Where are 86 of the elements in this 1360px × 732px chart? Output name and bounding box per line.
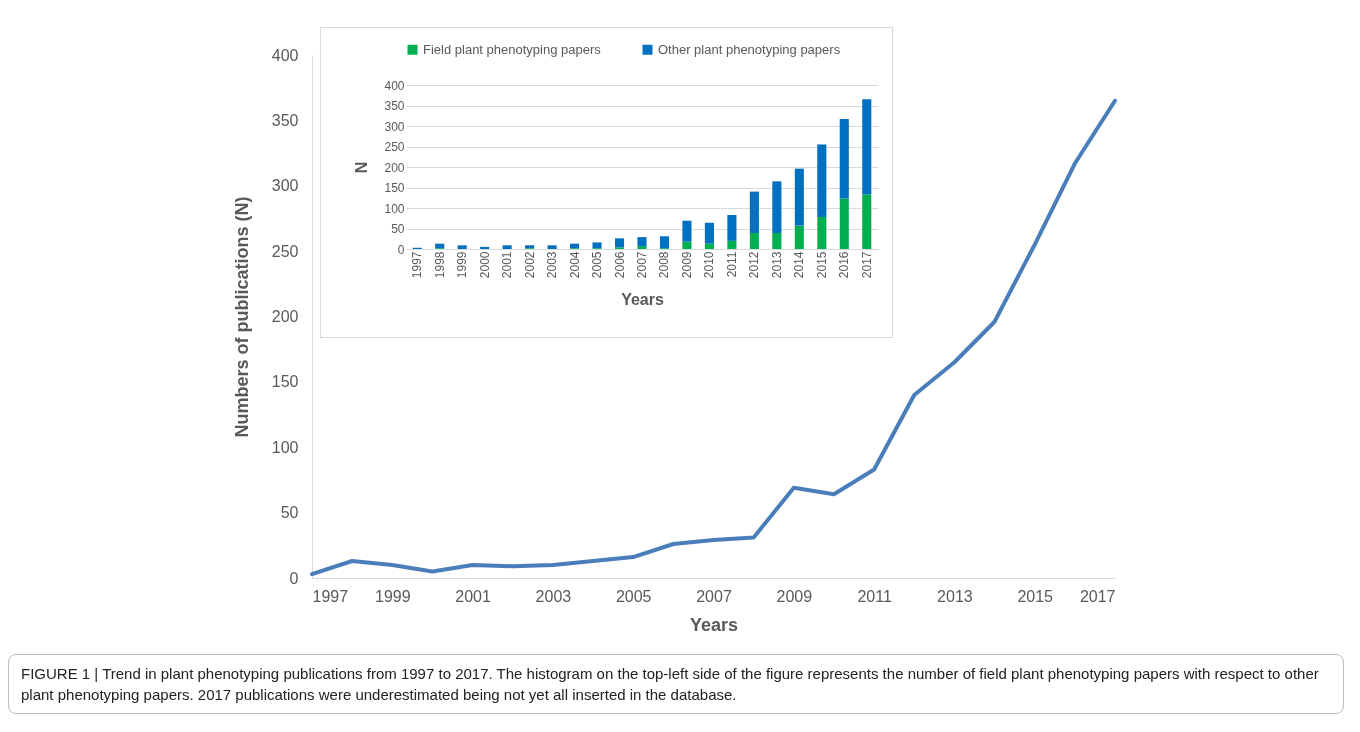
x-tick-label: 2009 bbox=[679, 251, 694, 279]
bar bbox=[704, 222, 714, 244]
y-tick-label: 300 bbox=[271, 177, 299, 195]
x-tick-label: 2007 bbox=[635, 251, 649, 279]
legend-label: Field plant phenotyping papers bbox=[423, 41, 602, 57]
x-tick-label: 2014 bbox=[792, 251, 807, 279]
y-tick-label: 300 bbox=[384, 119, 405, 134]
x-tick-label: 1999 bbox=[375, 587, 411, 605]
bar bbox=[704, 243, 714, 249]
y-tick-label: 150 bbox=[271, 373, 299, 391]
x-tick-label: 2003 bbox=[545, 251, 560, 279]
x-tick-label: 2001 bbox=[455, 587, 491, 605]
x-axis-title: Years bbox=[689, 614, 739, 635]
x-tick-label: 2017 bbox=[859, 251, 874, 279]
y-axis-title: N bbox=[353, 161, 371, 174]
y-tick-label: 50 bbox=[280, 504, 299, 522]
bar bbox=[794, 168, 804, 226]
y-tick-label: 350 bbox=[384, 99, 405, 113]
x-tick-label: 1997 bbox=[312, 587, 349, 605]
bar bbox=[570, 243, 580, 249]
bar bbox=[772, 181, 782, 234]
legend-label: Other plant phenotyping papers bbox=[658, 41, 841, 57]
x-tick-label: 2011 bbox=[857, 587, 892, 605]
y-tick-label: 400 bbox=[384, 78, 405, 93]
bar bbox=[839, 198, 849, 249]
x-tick-label: 2016 bbox=[837, 251, 852, 279]
x-tick-label: 2013 bbox=[937, 587, 973, 605]
x-tick-label: 2015 bbox=[1017, 587, 1054, 605]
x-tick-label: 2002 bbox=[522, 251, 537, 279]
x-tick-label: 1998 bbox=[432, 251, 447, 279]
bar bbox=[862, 194, 872, 249]
y-tick-label: 0 bbox=[289, 569, 299, 587]
bar bbox=[547, 245, 557, 249]
y-tick-label: 250 bbox=[271, 242, 299, 260]
bar bbox=[817, 144, 827, 218]
y-tick-label: 150 bbox=[384, 181, 405, 195]
x-tick-label: 2000 bbox=[477, 251, 492, 279]
bar bbox=[502, 245, 512, 249]
bar bbox=[614, 238, 625, 248]
bar bbox=[659, 236, 670, 249]
bar bbox=[749, 191, 759, 234]
y-axis-title: Numbers of publications (N) bbox=[231, 196, 252, 438]
x-tick-label: 1997 bbox=[410, 251, 425, 279]
x-tick-label: 2001 bbox=[500, 251, 515, 279]
bar bbox=[727, 240, 737, 249]
y-tick-label: 0 bbox=[397, 242, 405, 257]
x-tick-label: 2005 bbox=[615, 587, 652, 605]
x-tick-label: 2006 bbox=[612, 251, 627, 279]
bar bbox=[480, 246, 490, 249]
x-tick-label: 2010 bbox=[702, 251, 717, 279]
y-tick-label: 100 bbox=[384, 201, 405, 216]
x-tick-label: 2003 bbox=[535, 587, 572, 605]
y-tick-label: 100 bbox=[271, 438, 299, 456]
x-tick-label: 2005 bbox=[590, 251, 605, 279]
x-tick-label: 2013 bbox=[769, 251, 784, 279]
bar bbox=[794, 225, 804, 249]
bar bbox=[862, 99, 872, 195]
x-tick-label: 2007 bbox=[696, 587, 732, 605]
x-tick-label: 2012 bbox=[747, 251, 762, 279]
x-tick-label: 2015 bbox=[814, 251, 829, 279]
bar bbox=[592, 242, 602, 249]
x-tick-label: 2008 bbox=[657, 251, 672, 279]
bar bbox=[637, 237, 647, 247]
bar bbox=[435, 243, 445, 249]
caption: FIGURE 1 | Trend in plant phenotyping publications from 1997 to 2017. The histogram on the top-left side of the figure represents the number of field plant phenotyping papers with respect to other plant phenotyping papers. 2017 publications were underestimated being not yet all inserted in the database. bbox=[21, 664, 1320, 705]
y-tick-label: 400 bbox=[271, 46, 299, 64]
x-tick-label: 2011 bbox=[724, 251, 739, 278]
bar bbox=[682, 241, 692, 249]
x-tick-label: 2004 bbox=[567, 251, 582, 279]
bar bbox=[749, 233, 759, 249]
y-tick-label: 200 bbox=[384, 160, 405, 175]
y-tick-label: 200 bbox=[271, 308, 299, 325]
x-tick-label: 1999 bbox=[455, 251, 470, 279]
y-tick-label: 50 bbox=[391, 222, 405, 236]
x-axis-title: Years bbox=[621, 291, 664, 309]
bar bbox=[637, 246, 647, 249]
bar bbox=[727, 214, 737, 241]
y-tick-label: 350 bbox=[271, 111, 299, 129]
x-tick-label: 2017 bbox=[1079, 587, 1116, 605]
bar bbox=[839, 119, 849, 199]
bar bbox=[457, 245, 467, 249]
bar bbox=[772, 233, 782, 249]
x-tick-label: 2009 bbox=[776, 587, 813, 605]
y-tick-label: 250 bbox=[384, 140, 405, 154]
bar bbox=[682, 220, 692, 242]
bar bbox=[817, 217, 827, 249]
